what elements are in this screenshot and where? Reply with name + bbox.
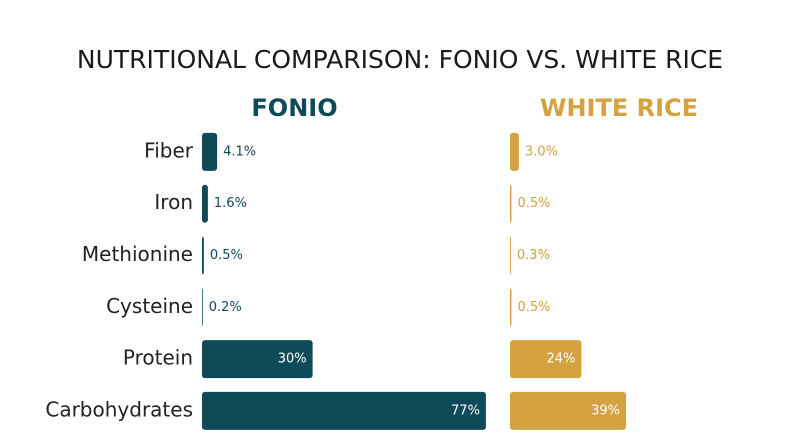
category-label: Cysteine — [106, 294, 193, 318]
category-label: Protein — [123, 346, 193, 370]
category-label: Carbohydrates — [45, 397, 193, 421]
series-header: WHITE RICE — [540, 94, 698, 122]
series-header: FONIO — [251, 94, 337, 122]
value-label: 0.3% — [517, 248, 550, 263]
bar — [202, 236, 204, 275]
value-label: 0.5% — [517, 196, 550, 211]
bar — [202, 391, 486, 430]
bar — [202, 288, 203, 327]
value-label: 1.6% — [214, 196, 247, 211]
value-label: 30% — [278, 352, 307, 367]
value-label: 77% — [451, 403, 480, 418]
bar — [510, 288, 512, 327]
value-label: 39% — [591, 403, 620, 418]
bar — [510, 391, 627, 430]
value-label: 0.5% — [210, 248, 243, 263]
value-label: 0.5% — [517, 300, 550, 315]
bar — [202, 184, 208, 223]
bar — [510, 184, 512, 223]
value-label: 24% — [546, 352, 575, 367]
bar — [202, 340, 313, 379]
chart-title: NUTRITIONAL COMPARISON: FONIO VS. WHITE … — [77, 45, 723, 74]
category-label: Iron — [154, 190, 193, 214]
value-label: 4.1% — [223, 144, 256, 159]
bar — [510, 132, 519, 171]
category-label: Methionine — [82, 242, 193, 266]
bar — [510, 340, 582, 379]
value-label: 3.0% — [525, 144, 558, 159]
bar — [202, 132, 218, 171]
bar — [510, 236, 511, 275]
category-label: Fiber — [144, 138, 194, 162]
value-label: 0.2% — [209, 300, 242, 315]
